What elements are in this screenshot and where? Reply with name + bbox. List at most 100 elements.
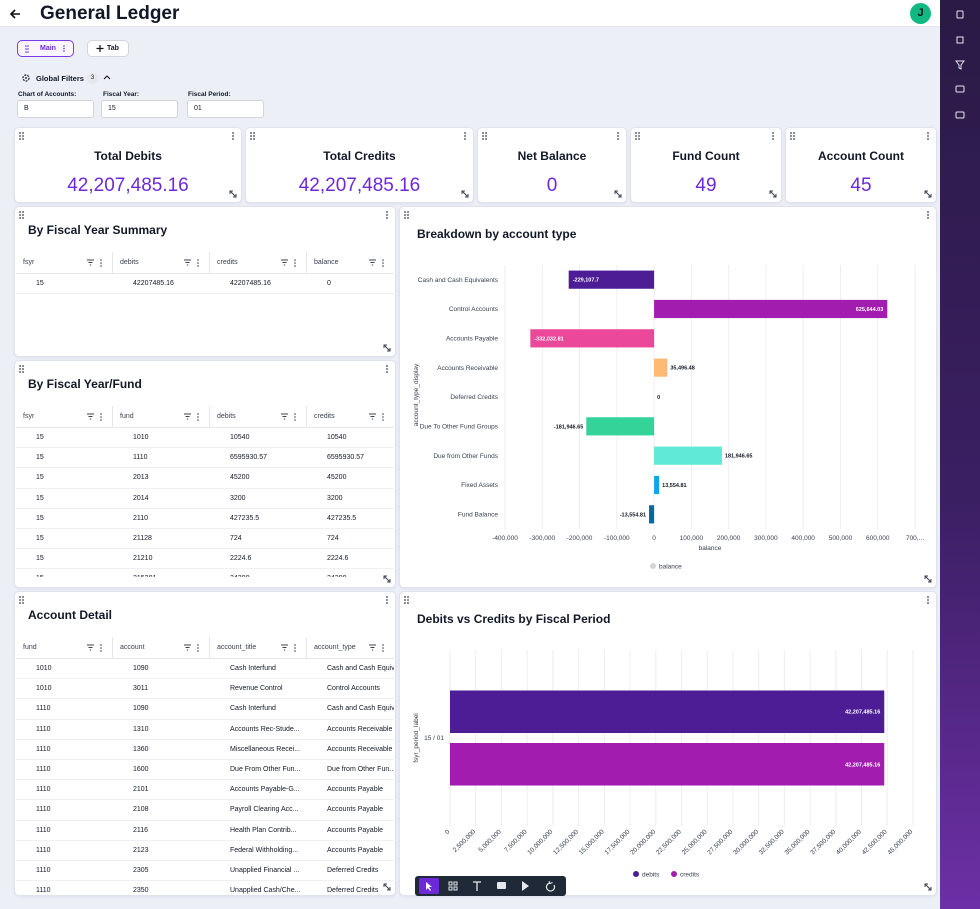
- table-cell: Unapplied Financial ...: [230, 866, 300, 874]
- table-cell: 1110: [36, 806, 51, 814]
- menu-dot: [382, 265, 384, 267]
- x-tick-label: 400,000: [791, 535, 815, 542]
- filter-select[interactable]: 15: [101, 100, 178, 118]
- drag-handle-dot: [482, 132, 484, 134]
- column-actions[interactable]: [280, 643, 300, 653]
- table-cell: 45200: [327, 474, 347, 482]
- drag-handle-dot: [19, 599, 21, 601]
- column-name: fund: [120, 413, 134, 420]
- x-tick-label: 200,000: [717, 535, 741, 542]
- tab-main[interactable]: Main: [17, 40, 74, 57]
- x-tick-label: 10,000,000: [526, 828, 554, 856]
- menu-dot: [382, 419, 384, 421]
- panel-menu-dot: [927, 138, 929, 140]
- column-actions[interactable]: [183, 412, 203, 422]
- menu-dot: [294, 644, 296, 646]
- menu-dot: [100, 262, 102, 264]
- kpi-title: Net Balance: [517, 149, 587, 163]
- filter-select[interactable]: B: [17, 100, 94, 118]
- table-cell: Cash Interfund: [230, 665, 276, 672]
- bar: [450, 743, 885, 786]
- tab-menu[interactable]: [61, 41, 67, 56]
- icon-filter[interactable]: [955, 60, 965, 70]
- tool-widget[interactable]: [448, 881, 453, 886]
- panel-menu-dot: [927, 132, 929, 134]
- table-cell: 1110: [36, 866, 51, 874]
- filter-icon: [281, 644, 288, 651]
- table-cell: Accounts Payable: [327, 846, 384, 854]
- tool-reset[interactable]: [545, 882, 556, 892]
- data-label: 35,496.48: [670, 366, 694, 372]
- table-cell: 427235.5: [327, 514, 357, 522]
- drag-handle-dot: [22, 596, 24, 598]
- column-actions[interactable]: [86, 258, 106, 268]
- column-actions[interactable]: [183, 643, 203, 653]
- table-cell: 427235.5: [230, 514, 260, 522]
- y-tick-label: Due To Other Fund Groups: [420, 424, 499, 431]
- collapse-icon[interactable]: [102, 73, 112, 83]
- panel-menu-dot: [772, 132, 774, 134]
- filter-select[interactable]: 01: [187, 100, 264, 118]
- icon-data[interactable]: [956, 10, 964, 19]
- x-tick-label: 45,000,000: [886, 828, 914, 856]
- column-actions[interactable]: [368, 258, 388, 268]
- y-tick-label: Fixed Assets: [461, 482, 499, 489]
- column-actions[interactable]: [86, 643, 106, 653]
- kpi-title: Fund Count: [672, 149, 740, 163]
- column-name: fsyr: [23, 259, 35, 266]
- tool-text[interactable]: [473, 881, 481, 891]
- table-cell: 2014: [133, 494, 149, 502]
- icon-widgets[interactable]: [956, 36, 964, 44]
- column-actions[interactable]: [368, 412, 388, 422]
- drag-handle-dot: [19, 368, 21, 370]
- filters-count: 3: [87, 73, 98, 84]
- column-actions[interactable]: [280, 258, 300, 268]
- table-row: 1110 1600 Due From Other Fun... Due from Ot…: [16, 760, 394, 781]
- table-cell: 3011: [133, 685, 149, 693]
- legend-label[interactable]: credits: [680, 871, 700, 878]
- drag-handle-dot: [790, 132, 792, 134]
- table-cell: Control Accounts: [327, 685, 380, 693]
- drag-handle-dot: [22, 365, 24, 367]
- column-actions[interactable]: [86, 412, 106, 422]
- table-header: fund account account_title account_type: [16, 637, 394, 659]
- table-cell: 6595930.57: [327, 454, 364, 462]
- tab-label: Tab: [107, 45, 119, 52]
- x-tick-label: 300,000: [754, 535, 778, 542]
- column-actions[interactable]: [183, 258, 203, 268]
- icon-comments[interactable]: [955, 85, 965, 93]
- x-tick-label: 12,500,000: [552, 828, 580, 856]
- table-cell: 21210: [133, 555, 153, 563]
- tab-add[interactable]: Tab: [87, 40, 129, 57]
- legend-label[interactable]: balance: [659, 563, 682, 570]
- toolbar: [415, 876, 566, 896]
- legend-label[interactable]: debits: [642, 871, 660, 878]
- drag-handle-dot: [482, 135, 484, 137]
- menu-dot: [197, 416, 199, 418]
- panel-menu-dot: [386, 602, 388, 604]
- table-cell: 1010: [133, 434, 149, 441]
- column-header: debits: [113, 252, 210, 273]
- x-tick-label: 0: [444, 828, 452, 836]
- table: fsyr fund debits credits 15 1010 10540 10540 15 1…: [16, 406, 394, 577]
- menu-dot: [382, 262, 384, 264]
- table-cell: Cash Interfund: [230, 705, 276, 713]
- table-cell: 1090: [133, 705, 149, 713]
- tool-play[interactable]: [522, 881, 529, 891]
- filter-label: Chart of Accounts:: [18, 91, 77, 98]
- table-cell: 1090: [133, 665, 149, 672]
- bar: [450, 690, 885, 733]
- tool-comment[interactable]: [497, 882, 506, 889]
- back-button[interactable]: [6, 4, 26, 24]
- table-row: 1010 3011 Revenue Control Control Accounts: [16, 679, 394, 700]
- kpi-title: Total Credits: [323, 149, 396, 163]
- icon-camera[interactable]: [955, 111, 965, 119]
- column-actions[interactable]: [368, 643, 388, 653]
- bar: [530, 329, 655, 348]
- table-title: By Fiscal Year Summary: [28, 223, 168, 237]
- user-avatar[interactable]: J: [910, 3, 931, 24]
- filters-title[interactable]: Global Filters: [36, 74, 84, 83]
- filter-label: Fiscal Year:: [103, 91, 140, 98]
- column-actions[interactable]: [280, 412, 300, 422]
